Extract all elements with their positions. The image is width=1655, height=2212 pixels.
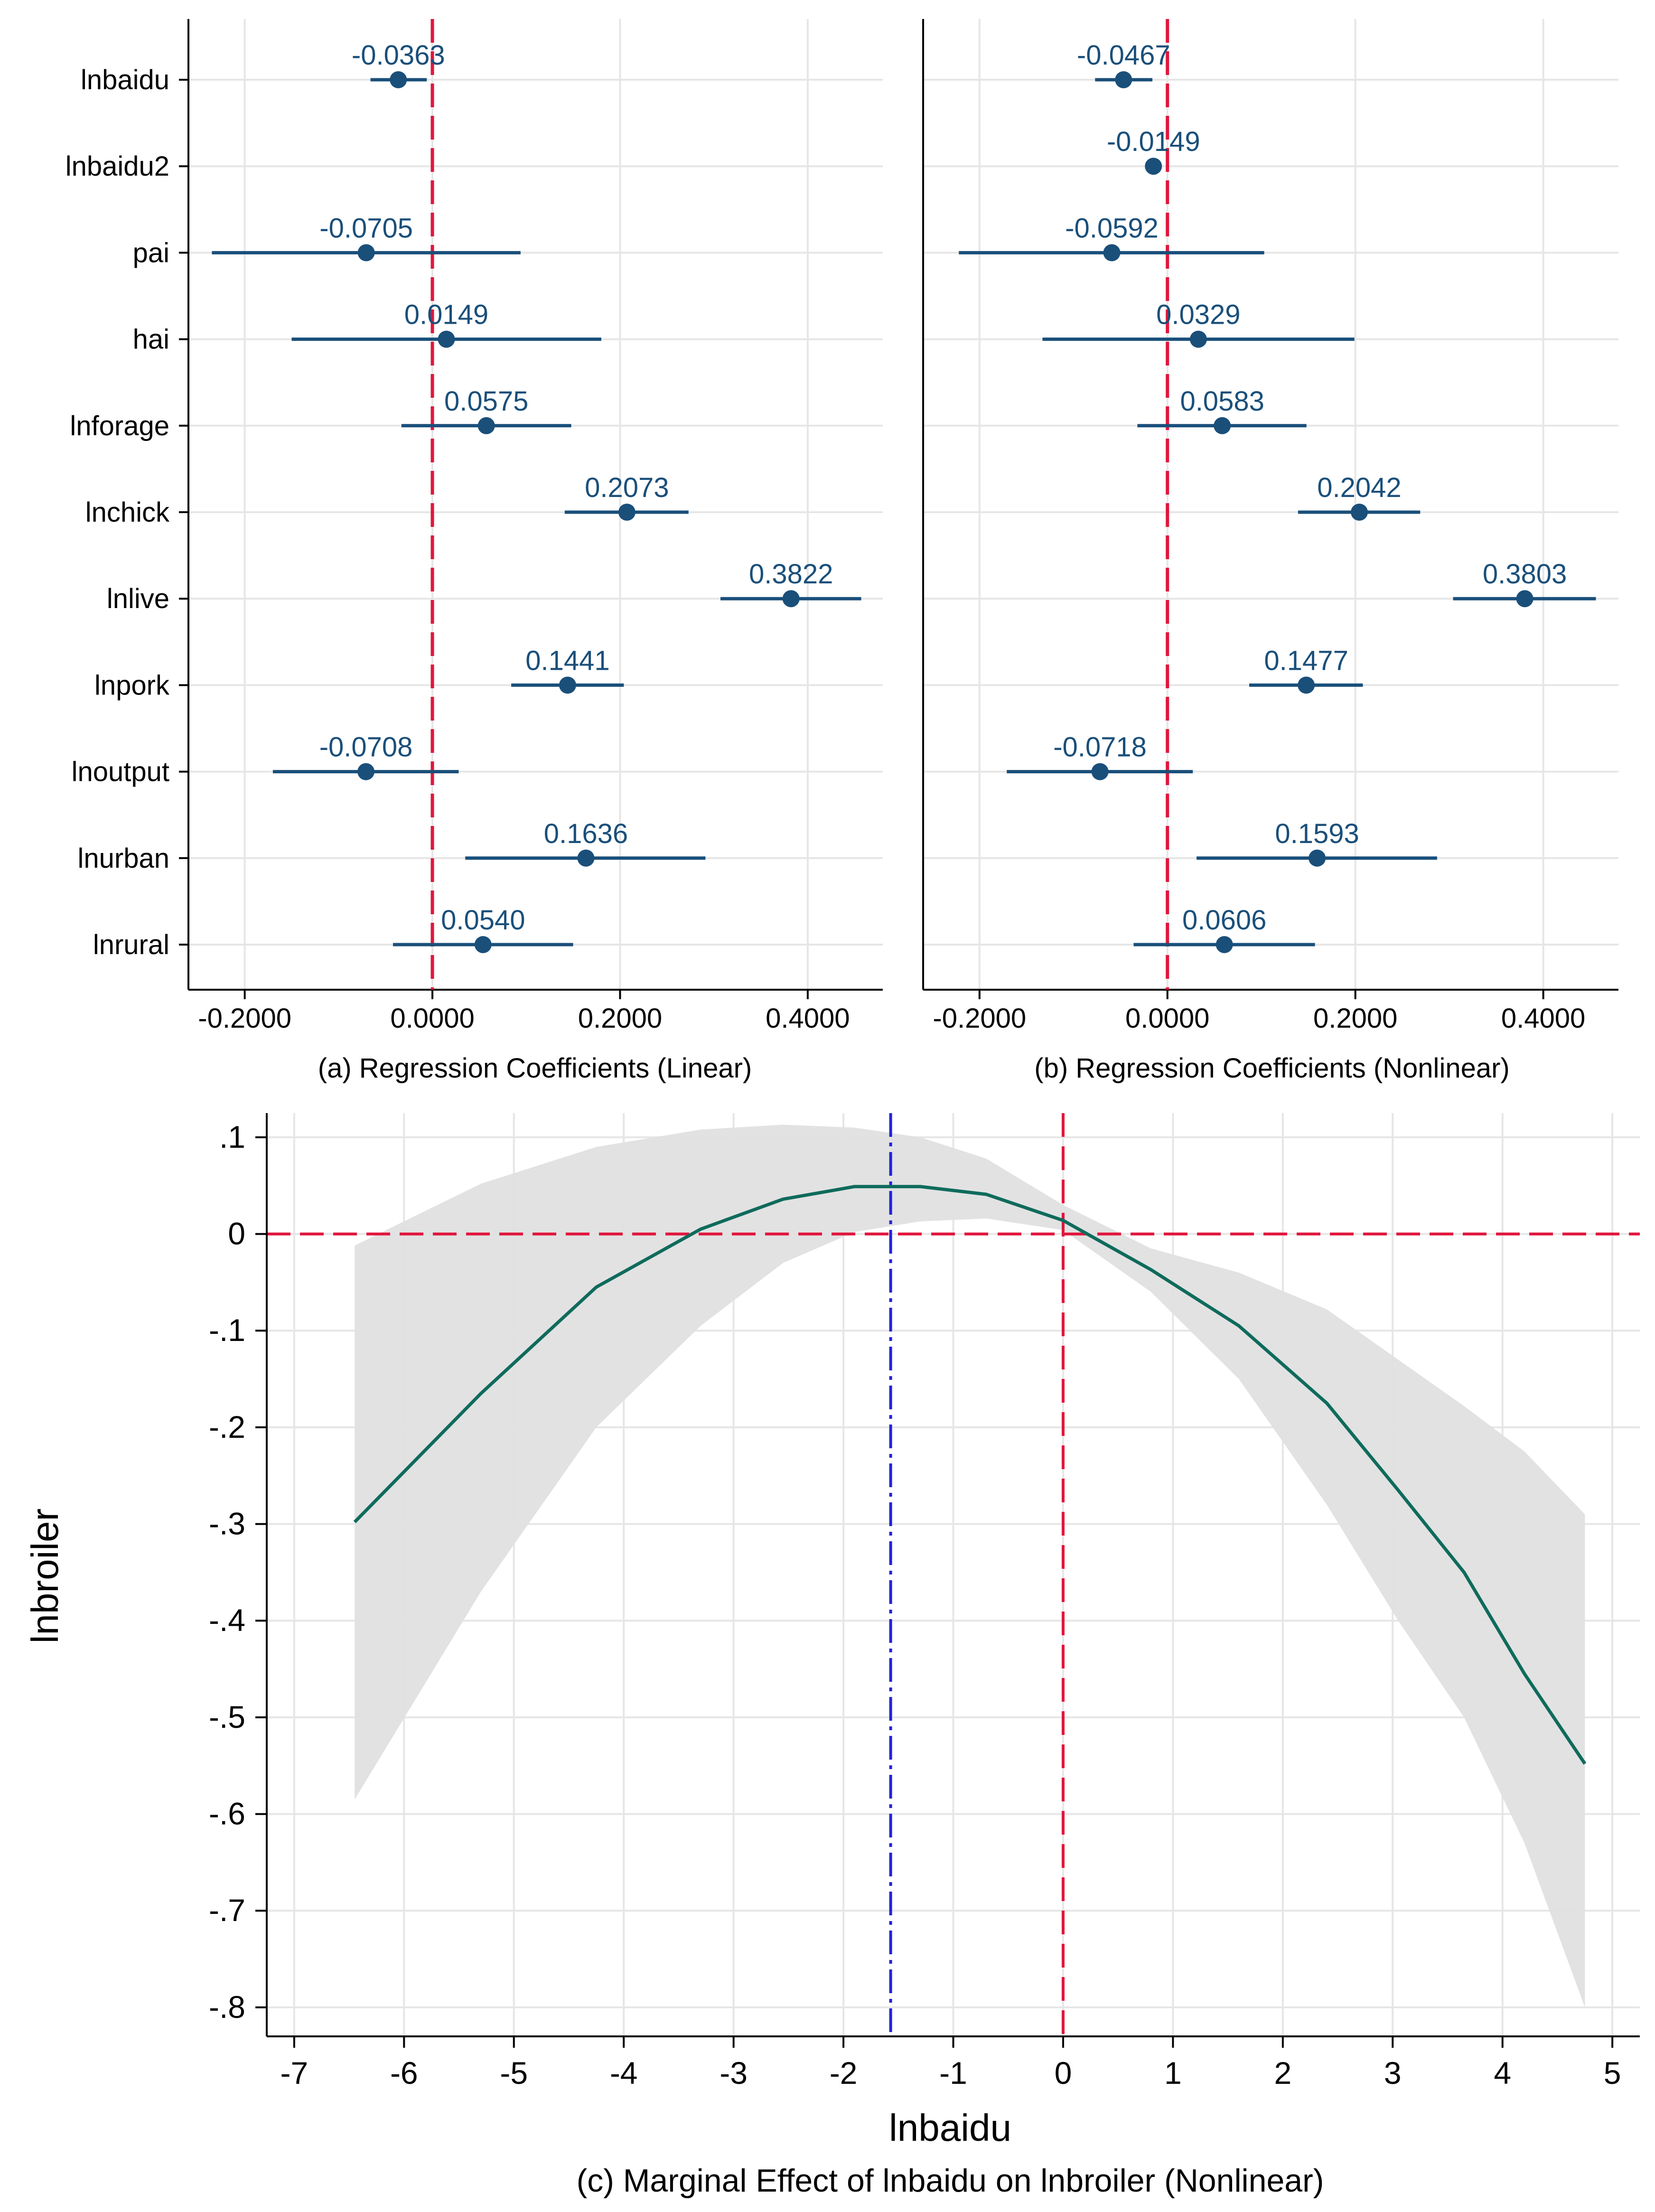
y-tick-label-lnchick: lnchick (85, 497, 170, 528)
panel-a-caption: (a) Regression Coefficients (Linear) (318, 1053, 752, 1084)
coef-label-lnurban: 0.1593 (1275, 818, 1359, 849)
y-tick-label: 0 (228, 1216, 245, 1251)
x-tick-label: 5 (1604, 2055, 1621, 2090)
coef-label-lnbaidu: -0.0467 (1077, 40, 1170, 71)
y-tick-label-lnurban: lnurban (78, 843, 169, 874)
x-tick-label: -1 (939, 2055, 967, 2090)
coef-label-hai: 0.0329 (1156, 300, 1240, 330)
panel-c-y-axis-label: lnbroiler (24, 1509, 66, 1644)
y-tick-label: -.6 (209, 1796, 245, 1831)
x-tick-label: 0.2000 (578, 1003, 662, 1034)
coef-label-lnforage: 0.0583 (1180, 386, 1264, 417)
coef-label-lnoutput: -0.0718 (1053, 732, 1147, 763)
coef-point-lnrural (474, 936, 492, 953)
y-tick-label: -.4 (209, 1603, 245, 1638)
coef-label-lnlive: 0.3822 (749, 559, 833, 590)
coef-point-pai (357, 244, 375, 262)
x-tick-label: 0.4000 (1501, 1003, 1585, 1034)
coef-label-lnpork: 0.1477 (1264, 645, 1348, 676)
y-tick-label: .1 (219, 1119, 245, 1154)
x-tick-label: -0.2000 (198, 1003, 291, 1034)
x-tick-label: 2 (1274, 2055, 1291, 2090)
y-tick-label: -.2 (209, 1409, 245, 1444)
coef-label-lnlive: 0.3803 (1483, 559, 1567, 590)
y-tick-label-hai: hai (133, 324, 169, 355)
coef-label-lnoutput: -0.0708 (319, 732, 413, 763)
coef-point-lnurban (577, 849, 595, 867)
coef-point-hai (438, 330, 455, 348)
x-tick-label: 4 (1494, 2055, 1511, 2090)
coef-label-lnrural: 0.0540 (441, 905, 525, 936)
y-tick-label: -.7 (209, 1893, 245, 1928)
y-tick-label-lnlive: lnlive (107, 583, 169, 614)
x-tick-label: 0.0000 (390, 1003, 474, 1034)
x-tick-label: -7 (281, 2055, 309, 2090)
coef-point-lnchick (618, 504, 636, 521)
coef-label-hai: 0.0149 (404, 300, 488, 330)
coef-label-lnurban: 0.1636 (544, 818, 628, 849)
x-tick-label: -4 (610, 2055, 638, 2090)
y-tick-label-lnforage: lnforage (70, 411, 169, 441)
coef-point-lnchick (1350, 504, 1368, 521)
x-tick-label: 3 (1384, 2055, 1402, 2090)
coef-point-lnurban (1309, 849, 1326, 867)
panel-c-caption: (c) Marginal Effect of lnbaidu on lnbroi… (577, 2163, 1324, 2199)
coef-point-lnbaidu (1115, 71, 1132, 88)
coef-point-lnforage (1214, 417, 1231, 434)
x-tick-label: -0.2000 (933, 1003, 1026, 1034)
coef-label-lnbaidu: -0.0363 (352, 40, 445, 71)
x-tick-label: 0.0000 (1125, 1003, 1209, 1034)
y-tick-label-lnrural: lnrural (93, 929, 169, 960)
y-tick-label: -.5 (209, 1699, 245, 1734)
coef-point-pai (1103, 244, 1121, 262)
x-tick-label: -2 (830, 2055, 858, 2090)
marginal-effect-curve (353, 1185, 1587, 1765)
panel-b-caption: (b) Regression Coefficients (Nonlinear) (1034, 1053, 1509, 1084)
x-tick-label: 0.2000 (1313, 1003, 1397, 1034)
coef-point-lnbaidu (390, 71, 407, 88)
coef-point-lnpork (559, 676, 576, 694)
coef-point-lnforage (477, 417, 495, 434)
coef-point-lnlive (782, 590, 800, 608)
y-tick-label-pai: pai (133, 237, 169, 268)
coef-point-lnlive (1516, 590, 1533, 608)
x-tick-label: -6 (390, 2055, 418, 2090)
y-tick-label-lnoutput: lnoutput (72, 757, 169, 787)
panel-c-x-axis-label: lnbaidu (889, 2107, 1011, 2149)
coef-point-lnrural (1216, 936, 1233, 953)
y-tick-label: -.1 (209, 1312, 245, 1348)
y-tick-label-lnpork: lnpork (94, 670, 170, 701)
coef-point-lnoutput (1091, 763, 1109, 780)
panel-c-marginal-effect: -7 -6 -5 -4 -3 -2 -1 0 1 2 3 4 5 .1 0 -.1 -.2 -.3 -.4 -.5 -.… (209, 1113, 1640, 2090)
coef-label-lnforage: 0.0575 (444, 386, 528, 417)
coef-point-lnbaidu2 (1145, 158, 1162, 175)
x-tick-label: -5 (500, 2055, 528, 2090)
x-tick-label: 0.4000 (766, 1003, 850, 1034)
coef-label-pai: -0.0592 (1065, 213, 1159, 244)
x-tick-label: -3 (720, 2055, 748, 2090)
panel-a-linear-coefficients: -0.2000 0.0000 0.2000 0.4000 lnbaidu lnbaidu2… (65, 19, 883, 1034)
y-tick-label-lnbaidu2: lnbaidu2 (65, 151, 169, 182)
y-tick-label: -.3 (209, 1506, 245, 1541)
coef-label-lnbaidu2: -0.0149 (1107, 126, 1200, 157)
coef-point-lnoutput (357, 763, 375, 780)
y-tick-label-lnbaidu: lnbaidu (81, 65, 169, 95)
coef-point-lnpork (1298, 676, 1315, 694)
coef-point-hai (1189, 330, 1207, 348)
coef-label-pai: -0.0705 (319, 213, 413, 244)
x-tick-label: 1 (1164, 2055, 1182, 2090)
panel-b-nonlinear-coefficients: -0.2000 0.0000 0.2000 0.4000 -0.0467 -0.0149 -… (922, 19, 1618, 1034)
x-tick-label: 0 (1055, 2055, 1072, 2090)
coef-label-lnchick: 0.2042 (1317, 472, 1401, 503)
confidence-band (355, 1125, 1585, 2007)
y-tick-label: -.8 (209, 1989, 245, 2025)
coef-label-lnchick: 0.2073 (585, 472, 669, 503)
coef-label-lnrural: 0.0606 (1182, 905, 1266, 936)
coef-label-lnpork: 0.1441 (525, 645, 609, 676)
